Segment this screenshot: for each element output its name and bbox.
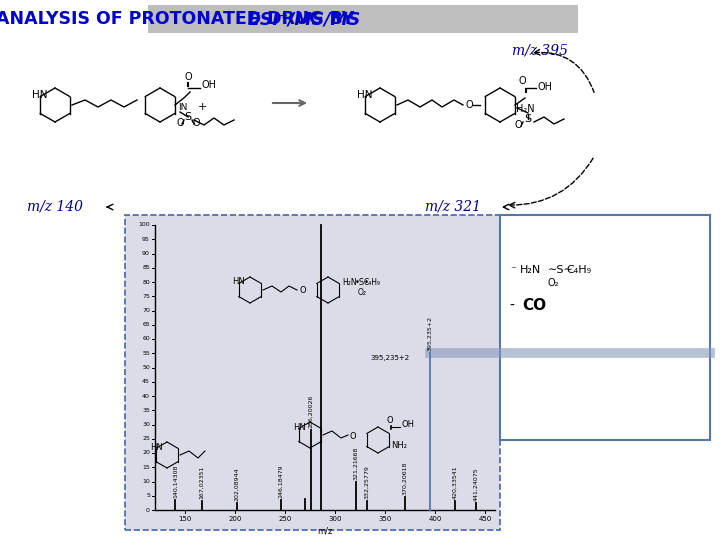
Text: O: O bbox=[518, 76, 526, 86]
Text: HN: HN bbox=[32, 90, 48, 100]
Text: 350: 350 bbox=[378, 516, 392, 522]
Text: 40: 40 bbox=[142, 394, 150, 399]
Text: 85: 85 bbox=[143, 265, 150, 270]
Text: HN: HN bbox=[293, 422, 306, 431]
Text: 200: 200 bbox=[228, 516, 242, 522]
Text: 250: 250 bbox=[279, 516, 292, 522]
Text: 400: 400 bbox=[428, 516, 441, 522]
Text: 20: 20 bbox=[142, 450, 150, 456]
Text: 202,08944: 202,08944 bbox=[235, 467, 240, 501]
Text: OH: OH bbox=[402, 420, 415, 429]
Text: 300: 300 bbox=[328, 516, 342, 522]
Text: 150: 150 bbox=[179, 516, 192, 522]
Text: CO: CO bbox=[522, 298, 546, 313]
Text: O: O bbox=[192, 118, 200, 128]
Text: NH₂: NH₂ bbox=[391, 441, 407, 450]
Text: 35: 35 bbox=[142, 408, 150, 413]
Text: 75: 75 bbox=[142, 294, 150, 299]
Text: C₄H₉: C₄H₉ bbox=[566, 265, 591, 275]
Text: •S•: •S• bbox=[355, 278, 370, 287]
Text: ⁻: ⁻ bbox=[510, 265, 516, 275]
Text: 25: 25 bbox=[142, 436, 150, 441]
Text: H₂N: H₂N bbox=[516, 104, 535, 114]
Text: 370,20618: 370,20618 bbox=[402, 462, 408, 495]
Text: O: O bbox=[514, 120, 522, 130]
Text: 10: 10 bbox=[143, 479, 150, 484]
Text: 0: 0 bbox=[146, 508, 150, 512]
Text: 246,18479: 246,18479 bbox=[279, 464, 284, 498]
Text: 70: 70 bbox=[142, 308, 150, 313]
Text: ∼S∼: ∼S∼ bbox=[548, 265, 574, 275]
Bar bbox=[500, 215, 710, 440]
Text: 65: 65 bbox=[143, 322, 150, 327]
Text: -: - bbox=[510, 298, 519, 312]
Text: H₂N: H₂N bbox=[520, 265, 541, 275]
Text: 441,24075: 441,24075 bbox=[474, 467, 479, 501]
Text: 395,235+2: 395,235+2 bbox=[370, 355, 410, 361]
Text: m/z 321: m/z 321 bbox=[425, 200, 481, 214]
Text: 45: 45 bbox=[142, 379, 150, 384]
Text: OH: OH bbox=[202, 80, 217, 90]
Text: m/z 140: m/z 140 bbox=[27, 200, 83, 214]
Text: 30: 30 bbox=[142, 422, 150, 427]
Text: O: O bbox=[465, 100, 472, 110]
Text: HN: HN bbox=[150, 442, 163, 451]
Text: m/z: m/z bbox=[318, 527, 333, 536]
Text: O: O bbox=[350, 432, 356, 441]
Text: 100: 100 bbox=[138, 222, 150, 227]
Text: 15: 15 bbox=[143, 465, 150, 470]
Text: O: O bbox=[387, 416, 393, 425]
Text: 95: 95 bbox=[142, 237, 150, 242]
Text: O: O bbox=[184, 72, 192, 82]
Text: m/z 395: m/z 395 bbox=[512, 43, 568, 57]
Text: 167,02351: 167,02351 bbox=[199, 466, 204, 500]
Text: O₂: O₂ bbox=[548, 278, 559, 288]
Text: ESI⁺/MS/MS: ESI⁺/MS/MS bbox=[8, 10, 360, 28]
Text: 450: 450 bbox=[478, 516, 492, 522]
Bar bbox=[148, 5, 578, 33]
Text: IN: IN bbox=[178, 103, 187, 112]
Text: +: + bbox=[198, 102, 207, 112]
Text: C₄H₉: C₄H₉ bbox=[364, 278, 381, 287]
Text: 60: 60 bbox=[143, 336, 150, 341]
Text: 90: 90 bbox=[142, 251, 150, 256]
Text: 55: 55 bbox=[143, 351, 150, 356]
Text: 332,25779: 332,25779 bbox=[365, 465, 370, 500]
Text: ANALYSIS OF PROTONATED DRUG BY: ANALYSIS OF PROTONATED DRUG BY bbox=[0, 10, 360, 28]
Text: 321,21668: 321,21668 bbox=[354, 446, 359, 480]
Text: S: S bbox=[184, 112, 192, 122]
Text: OH: OH bbox=[538, 82, 553, 92]
Text: O: O bbox=[299, 286, 305, 295]
Text: 286,20026: 286,20026 bbox=[309, 395, 314, 428]
Text: O₂: O₂ bbox=[358, 288, 367, 297]
Text: 80: 80 bbox=[143, 280, 150, 285]
Text: H₂N: H₂N bbox=[342, 278, 356, 287]
Text: 420,33541: 420,33541 bbox=[453, 466, 458, 500]
Bar bbox=[125, 215, 500, 530]
Text: 5: 5 bbox=[146, 493, 150, 498]
Bar bbox=[0, 30, 720, 260]
Text: 395,235+2: 395,235+2 bbox=[428, 316, 433, 351]
Text: 140,14308: 140,14308 bbox=[173, 464, 178, 498]
Text: HN: HN bbox=[357, 90, 372, 100]
Text: O: O bbox=[176, 118, 184, 128]
Text: 50: 50 bbox=[143, 365, 150, 370]
Text: S: S bbox=[524, 114, 531, 124]
Text: HN: HN bbox=[232, 278, 245, 287]
